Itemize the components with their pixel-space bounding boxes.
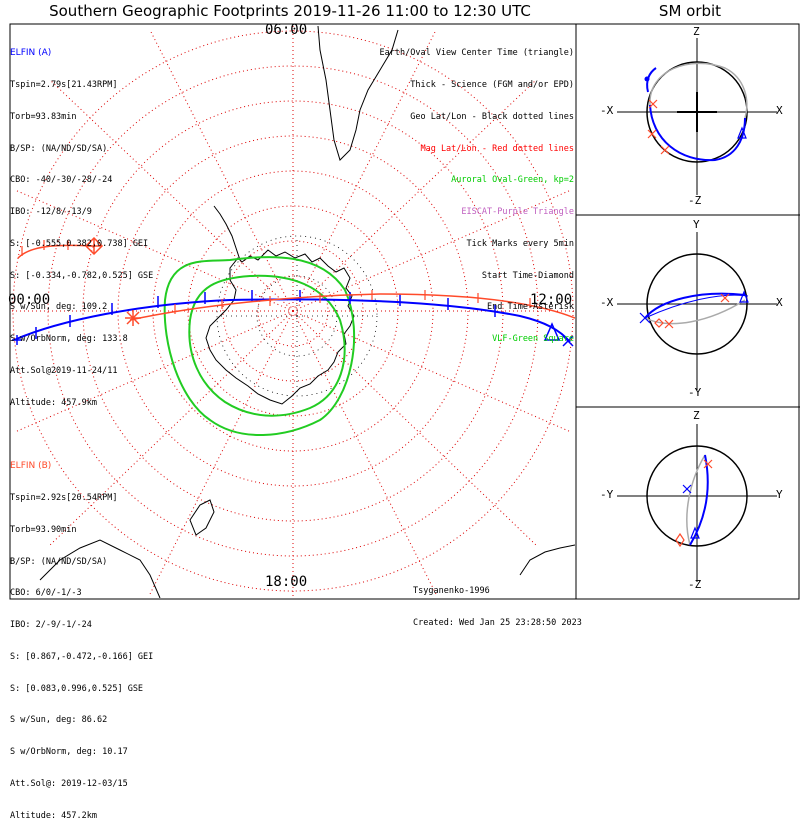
sm2-bottom-label: -Y	[688, 386, 702, 399]
legend-item: Mag Lat/Lon - Red dotted lines	[420, 143, 574, 154]
elfin-a-track	[13, 298, 571, 343]
legend-item: Geo Lat/Lon - Black dotted lines	[410, 111, 574, 122]
elfin-b-line: S w/Sun, deg: 86.62	[10, 715, 108, 726]
legend-item: VLF-Green Square	[492, 334, 574, 345]
sm2-left-label: -X	[600, 296, 614, 309]
elfin-b-line: IBO: 2/-9/-1/-24	[10, 620, 92, 631]
sm3-left-label: -Y	[600, 488, 614, 501]
elfin-a-line: Tspin=2.79s[21.43RPM]	[10, 79, 118, 90]
page-title: Southern Geographic Footprints 2019-11-2…	[49, 2, 531, 20]
model-name: Tsyganenko-1996	[413, 586, 490, 597]
elfin-b-line: S w/OrbNorm, deg: 10.17	[10, 747, 128, 758]
footprint-map	[9, 23, 800, 600]
elfin-a-end-asterisk	[562, 335, 574, 347]
elfin-b-asterisk	[125, 310, 141, 326]
clock-label-bottom: 18:00	[265, 574, 308, 590]
elfin-b-line: Torb=93.90min	[10, 524, 77, 535]
clock-label-top: 06:00	[265, 22, 308, 38]
elfin-a-line: S: [-0.334,-0.782,0.525] GSE	[10, 270, 154, 281]
legend-item: EISCAT-Purple Triangle	[461, 207, 574, 218]
elfin-a-line: IBO: -12/8/-13/9	[10, 207, 92, 218]
elfin-a-ticks	[35, 290, 496, 339]
sm3-right-label: Y	[776, 488, 783, 501]
sm-panel-xz	[617, 38, 777, 195]
sm2-right-label: X	[776, 296, 783, 309]
sm1-left-label: -X	[600, 104, 614, 117]
elfin-a-end-triangle	[543, 322, 561, 341]
credit-text: Tsyganenko-1996 Created: Wed Jan 25 23:2…	[413, 565, 582, 639]
sm1-right-label: X	[776, 104, 783, 117]
sm3-bottom-label: -Z	[688, 578, 702, 591]
elfin-b-line: Tspin=2.92s[20.54RPM]	[10, 492, 118, 503]
created-timestamp: Created: Wed Jan 25 23:28:50 2023	[413, 617, 582, 628]
clock-label-left: 00:00	[8, 292, 51, 308]
elfin-a-name: ELFIN (A)	[10, 48, 52, 59]
sm-panel-yz	[617, 424, 777, 582]
sm-frame	[575, 23, 800, 600]
legend-item: Tick Marks every 5min	[466, 238, 574, 249]
elfin-b-name: ELFIN (B)	[10, 461, 52, 472]
elfin-b-line: B/SP: (NA/ND/SD/SA)	[10, 556, 108, 567]
elfin-a-line: Torb=93.83min	[10, 111, 77, 122]
legend-item: Auroral Oval-Green, kp=2	[451, 175, 574, 186]
sm3-top-label: Z	[693, 409, 700, 422]
mag-grid	[11, 25, 575, 598]
auroral-oval-inner	[188, 274, 346, 417]
antarctic-peninsula	[213, 205, 241, 261]
elfin-b-info: ELFIN (B) Tspin=2.92s[20.54RPM] Torb=93.…	[10, 440, 153, 832]
elfin-a-line: CBO: -40/-30/-28/-24	[10, 175, 113, 186]
legend-item: Start Time-Diamond	[481, 270, 574, 281]
elfin-a-start-asterisk	[12, 335, 22, 345]
clock-label-right: 12:00	[530, 292, 573, 308]
elfin-a-line: S w/OrbNorm, deg: 133.8	[10, 334, 128, 345]
auroral-oval-outer	[163, 256, 356, 436]
elfin-b-track	[129, 293, 575, 321]
south-america-coastline	[317, 25, 399, 161]
elfin-a-line: Altitude: 457.9km	[10, 397, 97, 408]
elfin-b-line: Altitude: 457.2km	[10, 810, 97, 821]
australia-coastline	[39, 539, 161, 598]
sm2-top-label: Y	[693, 218, 700, 231]
sm-orbit-title: SM orbit	[658, 2, 722, 20]
elfin-a-line: Att.Sol@2019-11-24/11	[10, 366, 118, 376]
elfin-a-line: B/SP: (NA/ND/SD/SA)	[10, 143, 108, 154]
legend-item: Thick - Science (FGM and/or EPD)	[410, 79, 574, 90]
elfin-b-ticks	[174, 290, 531, 314]
sm-panel-xy	[617, 232, 777, 390]
elfin-b-line: CBO: 6/0/-1/-3	[10, 588, 82, 599]
sm1-top-label: Z	[693, 25, 700, 38]
new-zealand-coastline	[189, 499, 215, 536]
elfin-b-line: S: [0.083,0.996,0.525] GSE	[10, 683, 144, 694]
geo-grid	[216, 235, 378, 397]
elfin-a-info: ELFIN (A) Tspin=2.79s[21.43RPM] Torb=93.…	[10, 27, 153, 419]
elfin-b-line: Att.Sol@: 2019-12-03/15	[10, 779, 128, 789]
elfin-b-start-diamond	[84, 236, 104, 256]
elfin-b-upper-ticks	[21, 240, 69, 256]
legend-item: Earth/Oval View Center Time (triangle)	[379, 48, 574, 59]
elfin-a-line: S w/Sun, deg: 109.2	[10, 302, 108, 313]
elfin-a-line: S: [-0.555,0.382,0.738] GEI	[10, 238, 149, 249]
antarctica-coastline	[205, 249, 355, 405]
legend: Earth/Oval View Center Time (triangle) T…	[380, 27, 574, 355]
sm1-bottom-label: -Z	[688, 194, 702, 207]
elfin-b-line: S: [0.867,-0.472,-0.166] GEI	[10, 651, 154, 662]
africa-coastline	[519, 544, 575, 576]
legend-item: End Time-Asterisk	[487, 302, 574, 313]
